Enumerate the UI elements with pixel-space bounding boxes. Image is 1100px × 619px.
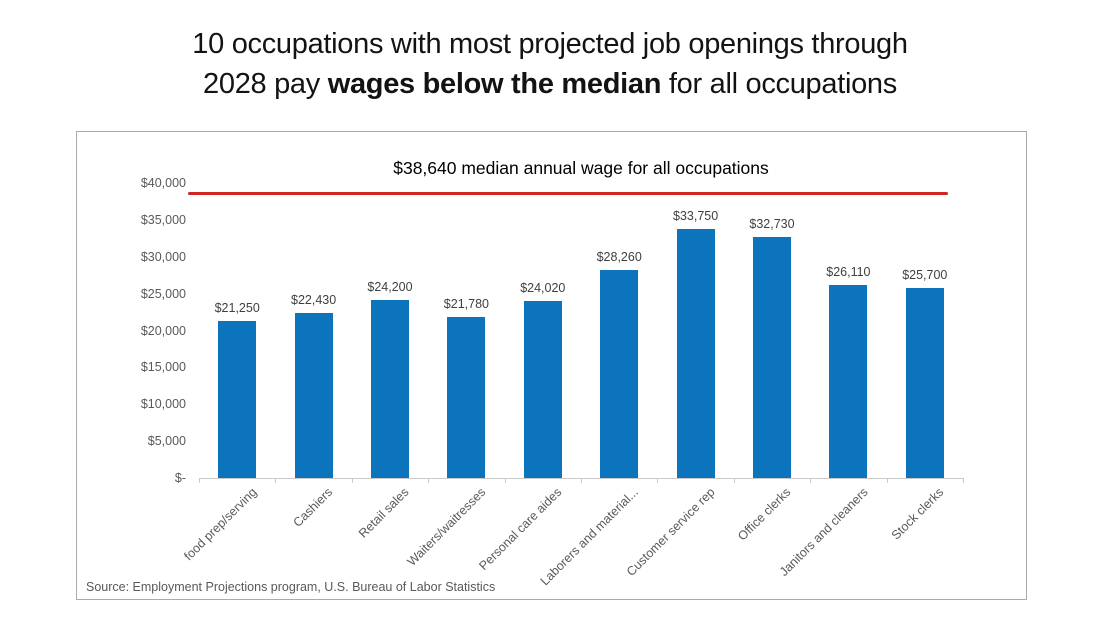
y-axis-tick-label: $30,000 <box>140 249 186 264</box>
x-axis-tick <box>504 478 506 483</box>
bar <box>294 312 333 478</box>
y-axis-tick-label: $- <box>174 471 186 485</box>
plot-area: $- $5,000 $10,000 $15,000 $20,000 $25,000 $30,… <box>77 132 1026 599</box>
median-wage-line <box>188 191 948 195</box>
x-axis-category-label: Personal care aides <box>476 485 565 574</box>
title-line-2-pre: 2028 pay <box>203 68 328 100</box>
x-axis-tick <box>428 478 430 483</box>
x-axis-category-label: Office clerks <box>735 485 794 544</box>
x-axis-tick <box>581 478 582 483</box>
x-axis-category-label: Retail sales <box>356 485 412 541</box>
bar <box>523 300 562 478</box>
x-axis-tick <box>657 478 659 483</box>
x-axis-tick <box>351 478 353 483</box>
bar-value-label: $26,110 <box>826 265 871 280</box>
x-axis-tick <box>275 478 277 483</box>
bar <box>218 321 257 478</box>
title-line-2-bold: wages below the median <box>327 68 662 100</box>
source-note: Source: Employment Projections program, … <box>86 580 496 594</box>
x-axis-tick <box>733 478 735 483</box>
bar-value-label: $25,700 <box>902 268 948 283</box>
chart-card: $38,640 median annual wage for all occup… <box>76 131 1027 600</box>
bar <box>905 288 944 478</box>
bar <box>447 317 486 478</box>
y-axis-tick-label: $5,000 <box>147 434 186 449</box>
bar-value-label: $24,020 <box>520 280 566 295</box>
x-axis-category-label: Customer service rep <box>623 485 718 579</box>
title-line-1: 10 occupations with most projected job o… <box>192 28 908 60</box>
y-axis-tick-label: $35,000 <box>140 212 186 227</box>
x-axis-category-label: Cashiers <box>290 485 336 530</box>
bar <box>371 299 409 478</box>
bar-value-label: $28,260 <box>596 249 642 264</box>
bar-value-label: $24,200 <box>367 279 413 294</box>
bar <box>600 269 639 478</box>
y-axis-tick-label: $25,000 <box>140 286 186 301</box>
bar-value-label: $32,730 <box>749 216 795 231</box>
bar-value-label: $21,780 <box>443 297 489 312</box>
bar <box>676 229 715 478</box>
bar-value-label: $21,250 <box>214 301 260 316</box>
x-axis-tick <box>199 478 200 483</box>
bar-value-label: $33,750 <box>673 209 719 224</box>
x-axis-category-label: Janitors and cleaners <box>776 485 871 579</box>
median-annotation: $38,640 median annual wage for all occup… <box>393 158 769 178</box>
y-axis-tick-label: $20,000 <box>140 323 186 338</box>
bar <box>753 236 791 478</box>
x-axis-tick <box>810 478 812 483</box>
x-axis-tick <box>886 478 888 483</box>
y-axis-tick-label: $10,000 <box>140 397 186 412</box>
chart-title: 10 occupations with most projected job o… <box>0 24 1100 104</box>
title-line-2-post: for all occupations <box>661 68 897 100</box>
x-axis-category-label: food prep/serving <box>180 485 260 564</box>
bar-value-label: $22,430 <box>291 292 337 307</box>
x-axis-tick <box>963 478 964 483</box>
title-line-2: 2028 pay wages below the median for all … <box>0 64 1100 104</box>
x-axis-category-label: Stock clerks <box>889 485 947 543</box>
bar <box>829 285 868 478</box>
x-axis-category-label: Waiters/waitresses <box>404 485 489 569</box>
y-axis-tick-label: $40,000 <box>140 176 186 190</box>
y-axis-tick-label: $15,000 <box>140 360 186 375</box>
